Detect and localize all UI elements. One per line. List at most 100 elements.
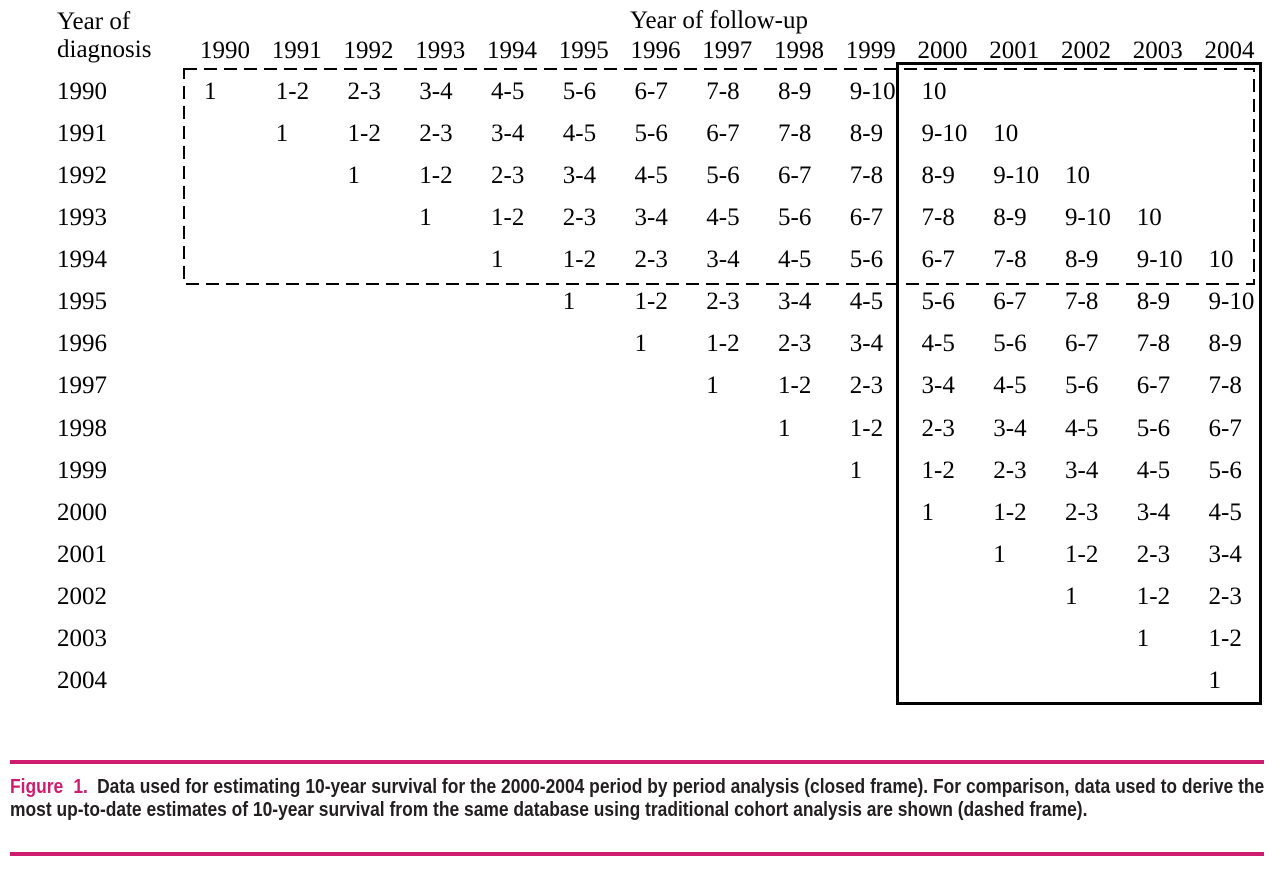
cell-1993-1995: 2-3 bbox=[562, 204, 597, 232]
cell-1994-1996: 2-3 bbox=[634, 246, 668, 274]
cell-1994-1999: 5-6 bbox=[849, 246, 884, 274]
cell-1992-1995: 3-4 bbox=[562, 162, 597, 190]
cell-1996-2004: 8-9 bbox=[1208, 330, 1242, 358]
row-label-2004: 2004 bbox=[57, 666, 107, 694]
cell-1998-2004: 6-7 bbox=[1208, 414, 1242, 442]
column-header-1992: 1992 bbox=[343, 37, 394, 64]
cell-1994-2004: 10 bbox=[1208, 246, 1234, 274]
cell-1997-2000: 3-4 bbox=[921, 372, 955, 400]
column-header-1993: 1993 bbox=[415, 37, 466, 64]
cell-2001-2001: 1 bbox=[993, 540, 1006, 568]
column-axis-title: Year of follow-up bbox=[630, 7, 808, 34]
column-header-1996: 1996 bbox=[630, 37, 681, 64]
row-axis-title: Year of diagnosis bbox=[57, 8, 151, 64]
cell-1996-1997: 1-2 bbox=[706, 330, 740, 358]
cell-1994-2001: 7-8 bbox=[993, 246, 1027, 274]
cell-1995-1997: 2-3 bbox=[706, 288, 740, 316]
cell-1991-1993: 2-3 bbox=[419, 120, 453, 148]
cell-2000-2002: 2-3 bbox=[1065, 498, 1099, 526]
cell-1996-1999: 3-4 bbox=[849, 330, 884, 358]
cell-1995-2000: 5-6 bbox=[921, 288, 955, 316]
column-header-2000: 2000 bbox=[917, 37, 968, 64]
column-header-2002: 2002 bbox=[1061, 37, 1111, 64]
cell-1990-1992: 2-3 bbox=[347, 78, 381, 105]
cell-1990-1991: 1-2 bbox=[275, 78, 310, 105]
cell-1995-1995: 1 bbox=[562, 288, 576, 316]
row-label-1990: 1990 bbox=[57, 78, 107, 105]
row-label-1996: 1996 bbox=[57, 330, 107, 358]
cell-1995-2003: 8-9 bbox=[1136, 288, 1171, 316]
cell-1997-1998: 1-2 bbox=[778, 372, 812, 400]
cell-1993-1997: 4-5 bbox=[706, 204, 740, 232]
cell-1992-2001: 9-10 bbox=[993, 162, 1040, 190]
cell-2000-2004: 4-5 bbox=[1208, 498, 1242, 526]
cell-1999-2003: 4-5 bbox=[1136, 456, 1171, 484]
cell-1991-1991: 1 bbox=[275, 120, 289, 148]
row-label-1992: 1992 bbox=[57, 162, 107, 190]
cell-1991-1996: 5-6 bbox=[634, 120, 668, 148]
row-label-1991: 1991 bbox=[57, 120, 107, 148]
cell-2000-2003: 3-4 bbox=[1136, 498, 1171, 526]
cell-1998-1998: 1 bbox=[778, 414, 791, 442]
cell-1992-2000: 8-9 bbox=[921, 162, 955, 190]
cell-1992-1999: 7-8 bbox=[849, 162, 884, 190]
cell-1990-1995: 5-6 bbox=[562, 78, 597, 105]
cell-1991-1998: 7-8 bbox=[778, 120, 812, 148]
caption-bottom-rule bbox=[10, 852, 1264, 856]
figure-caption: Figure 1. Data used for estimating 10-ye… bbox=[10, 760, 1264, 860]
cell-1993-1998: 5-6 bbox=[778, 204, 812, 232]
cell-1995-2002: 7-8 bbox=[1065, 288, 1099, 316]
row-label-1999: 1999 bbox=[57, 456, 107, 484]
cell-1995-2004: 9-10 bbox=[1208, 288, 1255, 316]
cell-1991-1992: 1-2 bbox=[347, 120, 381, 148]
row-label-1998: 1998 bbox=[57, 414, 107, 442]
caption-top-rule bbox=[10, 760, 1264, 764]
cell-1990-2000: 10 bbox=[921, 78, 947, 105]
row-label-2002: 2002 bbox=[57, 582, 107, 610]
cell-1993-1993: 1 bbox=[419, 204, 432, 232]
cell-2000-2001: 1-2 bbox=[993, 498, 1027, 526]
cell-1997-2002: 5-6 bbox=[1065, 372, 1099, 400]
row-label-1993: 1993 bbox=[57, 204, 107, 232]
cell-1992-1996: 4-5 bbox=[634, 162, 668, 190]
cell-1999-2001: 2-3 bbox=[993, 456, 1027, 484]
cell-1998-2001: 3-4 bbox=[993, 414, 1027, 442]
cell-1993-1999: 6-7 bbox=[849, 204, 884, 232]
cell-2000-2000: 1 bbox=[921, 498, 935, 526]
cell-1991-1999: 8-9 bbox=[849, 120, 884, 148]
cell-1998-2000: 2-3 bbox=[921, 414, 955, 442]
row-axis-title-line2: diagnosis bbox=[57, 36, 152, 63]
cell-1999-1999: 1 bbox=[849, 456, 863, 484]
row-label-1995: 1995 bbox=[57, 288, 107, 316]
cell-1995-1996: 1-2 bbox=[634, 288, 668, 316]
cell-1990-1997: 7-8 bbox=[706, 78, 740, 105]
cell-1990-1998: 8-9 bbox=[778, 78, 812, 105]
row-label-2001: 2001 bbox=[57, 540, 107, 568]
cell-1995-2001: 6-7 bbox=[993, 288, 1027, 316]
cell-1995-1998: 3-4 bbox=[778, 288, 812, 316]
cell-1997-2001: 4-5 bbox=[993, 372, 1027, 400]
cell-1990-1996: 6-7 bbox=[634, 78, 668, 105]
figure-label: Figure 1. bbox=[10, 776, 88, 798]
cell-1994-2000: 6-7 bbox=[921, 246, 955, 274]
column-header-1990: 1990 bbox=[200, 37, 250, 64]
cell-1994-2002: 8-9 bbox=[1065, 246, 1099, 274]
analysis-frames bbox=[183, 62, 1262, 705]
cell-2002-2002: 1 bbox=[1065, 582, 1078, 610]
cell-1993-2002: 9-10 bbox=[1065, 204, 1111, 232]
cell-1995-1999: 4-5 bbox=[849, 288, 884, 316]
cell-1992-1993: 1-2 bbox=[419, 162, 453, 190]
cell-1990-1994: 4-5 bbox=[491, 78, 525, 105]
cell-1996-2000: 4-5 bbox=[921, 330, 955, 358]
cell-1997-2003: 6-7 bbox=[1136, 372, 1171, 400]
cell-2002-2004: 2-3 bbox=[1208, 582, 1242, 610]
caption-text: Figure 1. Data used for estimating 10-ye… bbox=[10, 776, 1264, 822]
cell-1993-2001: 8-9 bbox=[993, 204, 1027, 232]
column-header-2003: 2003 bbox=[1132, 37, 1183, 64]
cell-1997-1999: 2-3 bbox=[849, 372, 884, 400]
cell-1994-1995: 1-2 bbox=[562, 246, 597, 274]
cell-1993-2003: 10 bbox=[1136, 204, 1162, 232]
cell-1991-1994: 3-4 bbox=[491, 120, 525, 148]
cell-1998-2002: 4-5 bbox=[1065, 414, 1099, 442]
